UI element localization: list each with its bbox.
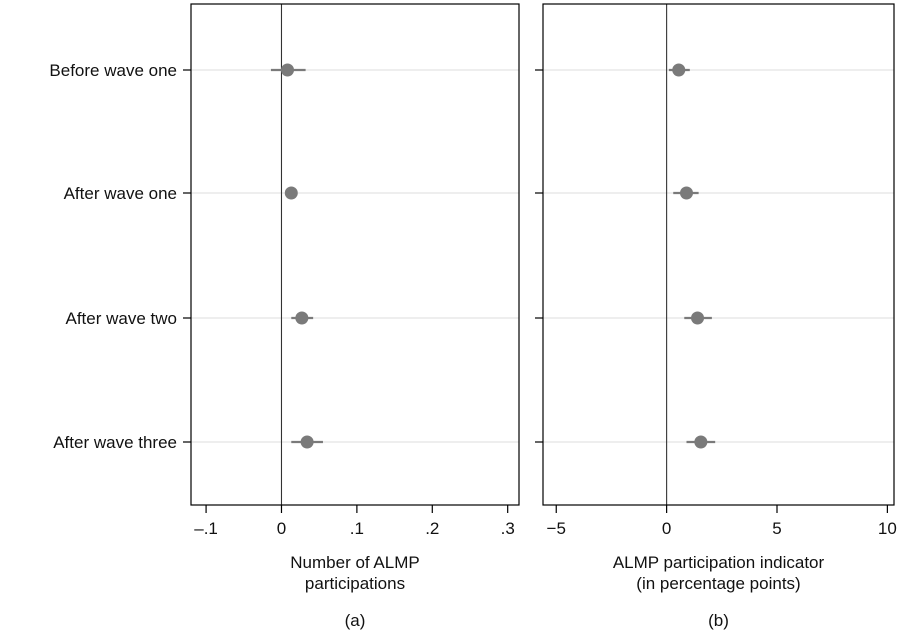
- category-label: After wave three: [53, 433, 177, 452]
- panel-a: –.1 0 .1 .2 .3 Before wave one After wave one A…: [49, 3, 520, 630]
- category-label: After wave one: [64, 184, 177, 203]
- point-estimate-2: [284, 186, 298, 200]
- x-axis-title-line-2: participations: [305, 574, 405, 593]
- x-tick-label: 10: [878, 519, 897, 538]
- x-tick-label: .1: [350, 519, 364, 538]
- x-axis-title-line-2: (in percentage points): [636, 574, 800, 593]
- category-label: After wave two: [66, 309, 178, 328]
- plot-frame: [190, 3, 520, 506]
- point-estimate-2: [679, 186, 693, 200]
- category-label: Before wave one: [49, 61, 177, 80]
- plot-frame: [542, 3, 895, 506]
- point-estimate-4: [300, 435, 314, 449]
- panel-label: (b): [708, 611, 729, 630]
- x-axis-title-line-1: ALMP participation indicator: [613, 553, 825, 572]
- panel-label: (a): [345, 611, 366, 630]
- point-estimate-3: [295, 311, 309, 325]
- x-axis-title-line-1: Number of ALMP: [290, 553, 419, 572]
- x-tick-label: .2: [425, 519, 439, 538]
- point-estimate-1: [281, 63, 295, 77]
- x-tick-label: 5: [772, 519, 781, 538]
- point-estimate-4: [694, 435, 708, 449]
- x-tick-label: 0: [277, 519, 286, 538]
- x-tick-label: 0: [662, 519, 671, 538]
- x-tick-label: –.1: [194, 519, 218, 538]
- point-estimate-3: [691, 311, 705, 325]
- x-tick-label: −5: [547, 519, 566, 538]
- panel-b: −5 0 5 10 ALMP participation indicator (in pe…: [535, 3, 897, 630]
- x-tick-label: .3: [501, 519, 515, 538]
- point-estimate-1: [672, 63, 686, 77]
